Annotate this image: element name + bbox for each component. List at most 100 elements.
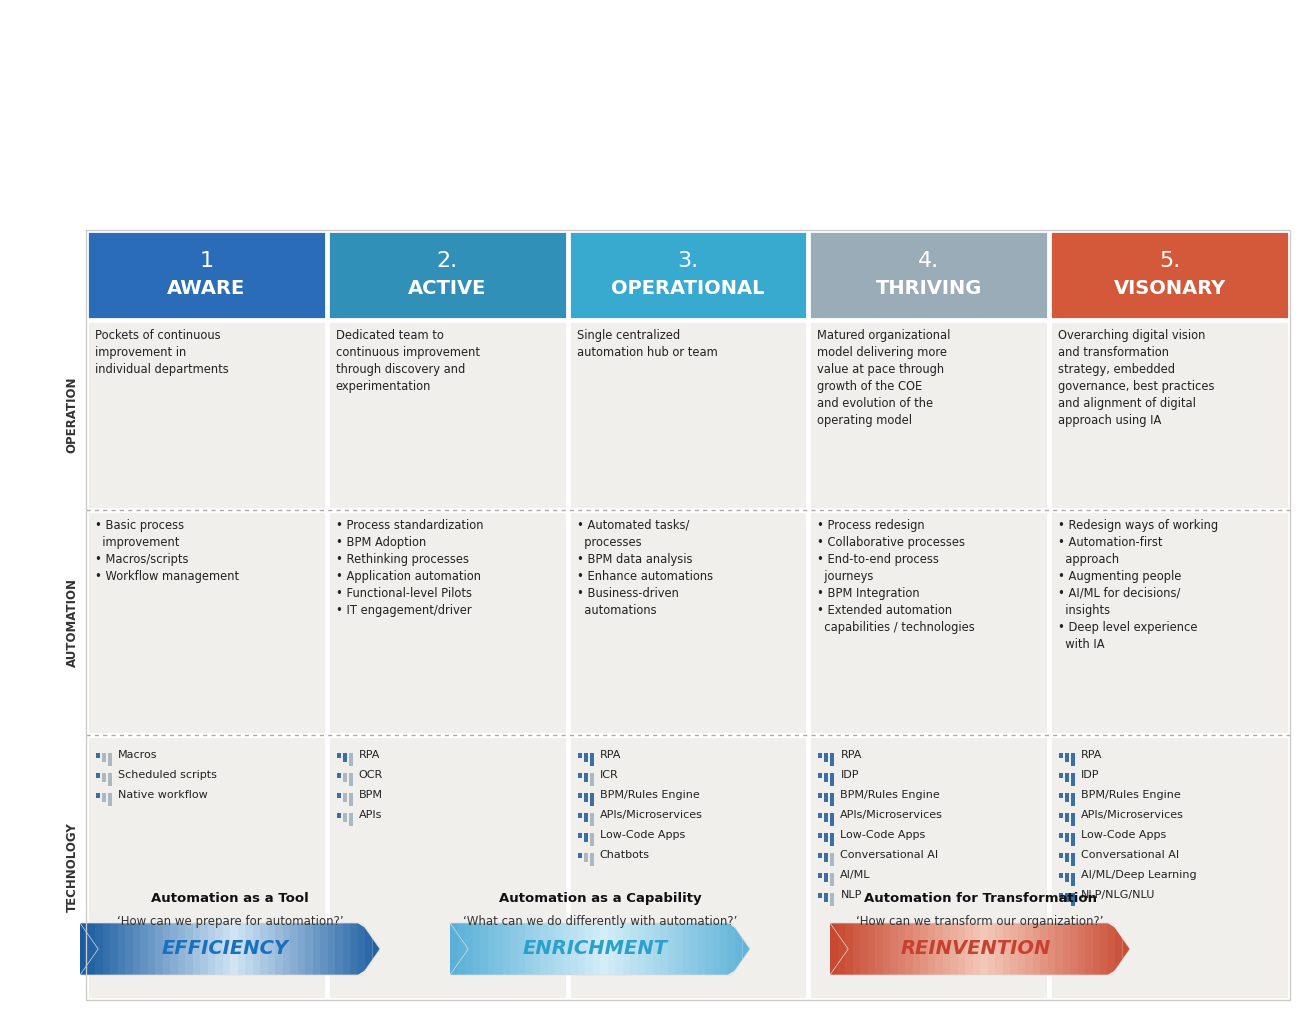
Text: AUTOMATION: AUTOMATION	[65, 578, 78, 667]
Bar	[1050, 736, 1288, 999]
Bar	[810, 231, 1048, 319]
Text: NLP: NLP	[840, 890, 862, 900]
Text: APIs: APIs	[359, 810, 382, 820]
Polygon shape	[532, 923, 540, 975]
Bar	[1065, 893, 1069, 902]
Bar	[1071, 793, 1076, 806]
Polygon shape	[510, 923, 518, 975]
Text: ENRICHMENT: ENRICHMENT	[523, 940, 668, 958]
Bar	[1071, 753, 1076, 766]
Bar	[96, 793, 100, 798]
Text: Overarching digital vision
and transformation
strategy, embedded
governance, bes: Overarching digital vision and transform…	[1059, 329, 1215, 427]
Polygon shape	[556, 923, 562, 975]
Text: Low-Code Apps: Low-Code Apps	[1081, 830, 1167, 840]
Polygon shape	[578, 923, 585, 975]
Polygon shape	[735, 928, 742, 970]
Polygon shape	[957, 923, 965, 975]
Polygon shape	[1041, 923, 1047, 975]
Polygon shape	[365, 928, 373, 970]
Polygon shape	[652, 923, 660, 975]
Polygon shape	[502, 923, 510, 975]
Bar	[819, 893, 823, 898]
Bar	[831, 753, 835, 766]
Polygon shape	[630, 923, 638, 975]
Bar	[1071, 813, 1076, 826]
Bar	[831, 773, 835, 786]
Bar	[327, 231, 567, 319]
Bar	[87, 511, 326, 734]
Text: APIs/Microservices: APIs/Microservices	[600, 810, 703, 820]
Bar	[578, 813, 582, 818]
Polygon shape	[155, 923, 163, 975]
Text: 1: 1	[200, 251, 214, 271]
Polygon shape	[861, 923, 867, 975]
Polygon shape	[831, 923, 837, 975]
Polygon shape	[297, 923, 305, 975]
Bar	[569, 321, 807, 509]
Bar	[584, 853, 588, 862]
Bar	[1059, 873, 1063, 878]
Polygon shape	[995, 923, 1003, 975]
Bar	[584, 813, 588, 822]
Text: 3.: 3.	[678, 251, 699, 271]
Polygon shape	[275, 923, 283, 975]
Polygon shape	[712, 923, 720, 975]
Text: • Redesign ways of working
• Automation-first
  approach
• Augmenting people
• A: • Redesign ways of working • Automation-…	[1059, 519, 1218, 651]
Bar	[819, 753, 823, 758]
Polygon shape	[526, 923, 532, 975]
Bar	[1071, 853, 1076, 866]
Bar	[831, 853, 835, 866]
Polygon shape	[223, 923, 230, 975]
Polygon shape	[720, 923, 728, 975]
Polygon shape	[905, 923, 913, 975]
Bar	[819, 853, 823, 858]
Text: APIs/Microservices: APIs/Microservices	[840, 810, 943, 820]
Polygon shape	[147, 923, 155, 975]
Polygon shape	[742, 938, 750, 959]
Bar	[348, 773, 353, 786]
Text: Single centralized
automation hub or team: Single centralized automation hub or tea…	[576, 329, 717, 359]
Text: ‘What can we do differently with automation?’: ‘What can we do differently with automat…	[463, 915, 737, 928]
Polygon shape	[660, 923, 668, 975]
Text: VISONARY: VISONARY	[1114, 280, 1226, 298]
Polygon shape	[853, 923, 861, 975]
Bar	[831, 813, 835, 826]
Polygon shape	[592, 923, 600, 975]
Polygon shape	[163, 923, 170, 975]
Polygon shape	[705, 923, 712, 975]
Polygon shape	[837, 923, 845, 975]
Polygon shape	[585, 923, 592, 975]
Text: Low-Code Apps: Low-Code Apps	[840, 830, 926, 840]
Bar	[348, 793, 353, 806]
Bar	[589, 773, 593, 786]
Text: AWARE: AWARE	[167, 280, 245, 298]
Bar	[824, 873, 828, 882]
Text: 4.: 4.	[918, 251, 939, 271]
Text: Low-Code Apps: Low-Code Apps	[600, 830, 685, 840]
Text: OPERATION: OPERATION	[65, 377, 78, 453]
Polygon shape	[935, 923, 943, 975]
Text: Native workflow: Native workflow	[117, 790, 207, 800]
Polygon shape	[867, 923, 875, 975]
Bar	[824, 773, 828, 782]
Polygon shape	[458, 923, 466, 975]
Polygon shape	[177, 923, 185, 975]
Polygon shape	[319, 923, 327, 975]
Bar	[1050, 511, 1288, 734]
Polygon shape	[1017, 923, 1025, 975]
Bar	[831, 893, 835, 906]
Text: IDP: IDP	[1081, 770, 1099, 780]
Bar	[589, 753, 593, 766]
Polygon shape	[1063, 923, 1071, 975]
Bar	[578, 773, 582, 778]
Text: APIs/Microservices: APIs/Microservices	[1081, 810, 1184, 820]
Bar	[336, 813, 340, 818]
Polygon shape	[207, 923, 215, 975]
Bar	[102, 793, 106, 802]
Polygon shape	[283, 923, 289, 975]
Text: • Process standardization
• BPM Adoption
• Rethinking processes
• Application au: • Process standardization • BPM Adoption…	[336, 519, 484, 617]
Bar	[327, 321, 567, 509]
Bar	[108, 773, 112, 786]
Bar	[343, 793, 347, 802]
Bar	[336, 773, 340, 778]
